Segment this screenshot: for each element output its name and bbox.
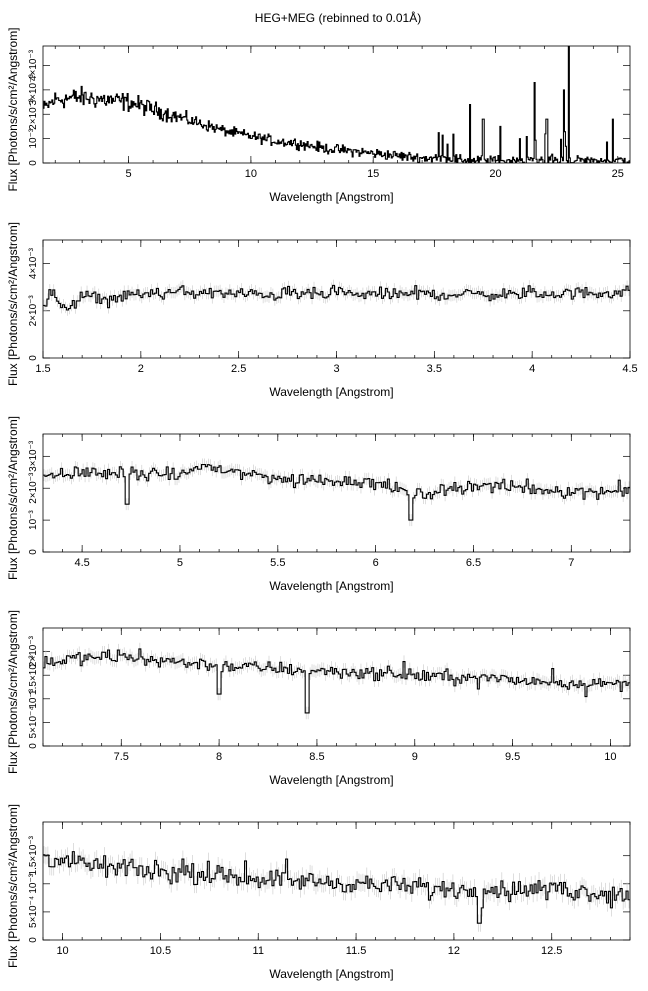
y-tick-label: 0 <box>28 549 39 555</box>
x-tick-label: 4.5 <box>622 363 637 375</box>
x-tick-label: 1.5 <box>35 363 50 375</box>
y-axis-label: Flux [Photons/s/cm²/Angstrom] <box>6 416 20 580</box>
x-tick-label: 4.5 <box>74 557 89 569</box>
x-tick-label: 8.5 <box>309 751 324 763</box>
y-tick-label: 0 <box>28 937 39 943</box>
x-axis-label: Wavelength [Angstrom] <box>269 579 393 593</box>
x-tick-label: 7.5 <box>114 751 129 763</box>
x-tick-label: 8 <box>216 751 222 763</box>
x-tick-label: 5.5 <box>270 557 285 569</box>
y-tick-label: 2×10⁻³ <box>28 98 39 130</box>
y-tick-label: 0 <box>28 743 39 749</box>
x-tick-label: 2 <box>138 363 144 375</box>
y-tick-label: 4×10⁻³ <box>28 247 39 279</box>
panel-5: 10 10.5 11 11.5 12 12.5 0 5×10⁻⁴ 10⁻³1.5×10⁻³ Wav… <box>6 804 631 981</box>
panel-1: 5 10 15 20 25 0 10⁻³2×10⁻³3×10⁻³4×10⁻³ Waveleng… <box>6 27 631 204</box>
panel-2: 1.5 2 2.5 3 3.5 4 4.5 0 2×10⁻³ 4×10⁻³ Wavelength [… <box>6 222 638 399</box>
x-tick-label: 2.5 <box>231 363 246 375</box>
plot-frame <box>42 239 631 359</box>
y-tick-label: 2×10⁻³ <box>28 472 39 504</box>
y-tick-label: 10⁻³ <box>28 873 39 893</box>
spectrum-series <box>43 46 630 163</box>
x-tick-label: 9 <box>412 751 418 763</box>
y-axis-label: Flux [Photons/s/cm²/Angstrom] <box>6 222 20 386</box>
y-tick-label: 2×10⁻³ <box>28 635 39 667</box>
y-axis-label: Flux [Photons/s/cm²/Angstrom] <box>6 804 20 968</box>
x-tick-label: 10.5 <box>150 945 171 957</box>
y-tick-label: 1.5×10⁻³ <box>28 655 39 695</box>
x-axis-label: Wavelength [Angstrom] <box>269 967 393 981</box>
figure-title: HEG+MEG (rebinned to 0.01Å) <box>255 10 421 25</box>
y-tick-label: 3×10⁻³ <box>28 74 39 106</box>
y-tick-label: 2×10⁻³ <box>28 295 39 327</box>
flux-line <box>43 46 630 163</box>
plot-frame <box>42 627 631 747</box>
y-tick-label: 4×10⁻³ <box>28 49 39 81</box>
x-tick-label: 12.5 <box>541 945 562 957</box>
spectrum-series <box>43 279 630 316</box>
flux-line <box>43 463 630 521</box>
x-tick-label: 3.5 <box>427 363 442 375</box>
y-axis-label: Flux [Photons/s/cm²/Angstrom] <box>6 27 20 191</box>
x-tick-label: 25 <box>612 168 624 180</box>
x-tick-label: 3 <box>333 363 339 375</box>
y-tick-label: 3×10⁻³ <box>28 440 39 472</box>
x-tick-label: 10 <box>604 751 616 763</box>
y-tick-label: 10⁻³ <box>28 510 39 530</box>
x-tick-label: 11 <box>253 945 264 957</box>
spectrum-series <box>43 642 630 720</box>
x-axis-label: Wavelength [Angstrom] <box>269 385 393 399</box>
y-tick-label: 10⁻³ <box>28 688 39 708</box>
panel-4: 7.5 8 8.5 9 9.5 10 0 5×10⁻⁴10⁻³1.5×10⁻³2×10⁻³ Wa… <box>6 610 631 787</box>
x-tick-label: 5 <box>177 557 183 569</box>
x-tick-label: 7 <box>568 557 574 569</box>
x-tick-label: 11.5 <box>346 945 367 957</box>
x-tick-label: 4 <box>529 363 535 375</box>
flux-line <box>43 648 630 714</box>
x-tick-label: 6 <box>373 557 379 569</box>
x-axis-label: Wavelength [Angstrom] <box>269 773 393 787</box>
panel-3: 4.5 5 5.5 6 6.5 7 0 10⁻³ 2×10⁻³3×10⁻³ Wavelength … <box>6 416 631 593</box>
flux-line <box>43 851 630 924</box>
x-tick-label: 20 <box>489 168 501 180</box>
x-tick-label: 10 <box>245 168 257 180</box>
spectrum-series <box>43 458 630 527</box>
error-bars <box>43 642 630 720</box>
x-tick-label: 9.5 <box>505 751 520 763</box>
flux-line <box>43 284 630 311</box>
y-tick-label: 5×10⁻⁴ <box>28 706 39 738</box>
y-tick-label: 0 <box>28 160 39 166</box>
y-tick-label: 1.5×10⁻³ <box>28 835 39 875</box>
plot-frame <box>42 45 631 164</box>
x-tick-label: 6.5 <box>466 557 481 569</box>
y-axis-label: Flux [Photons/s/cm²/Angstrom] <box>6 610 20 774</box>
y-tick-label: 0 <box>28 355 39 361</box>
x-tick-label: 10 <box>56 945 68 957</box>
x-tick-label: 5 <box>126 168 132 180</box>
y-tick-label: 10⁻³ <box>28 128 39 148</box>
error-bars <box>43 279 630 316</box>
y-tick-label: 5×10⁻⁴ <box>28 896 39 928</box>
x-tick-label: 12 <box>448 945 460 957</box>
error-bars <box>43 458 630 527</box>
spectrum-series <box>43 842 630 932</box>
x-axis-label: Wavelength [Angstrom] <box>269 190 393 204</box>
x-tick-label: 15 <box>367 168 379 180</box>
